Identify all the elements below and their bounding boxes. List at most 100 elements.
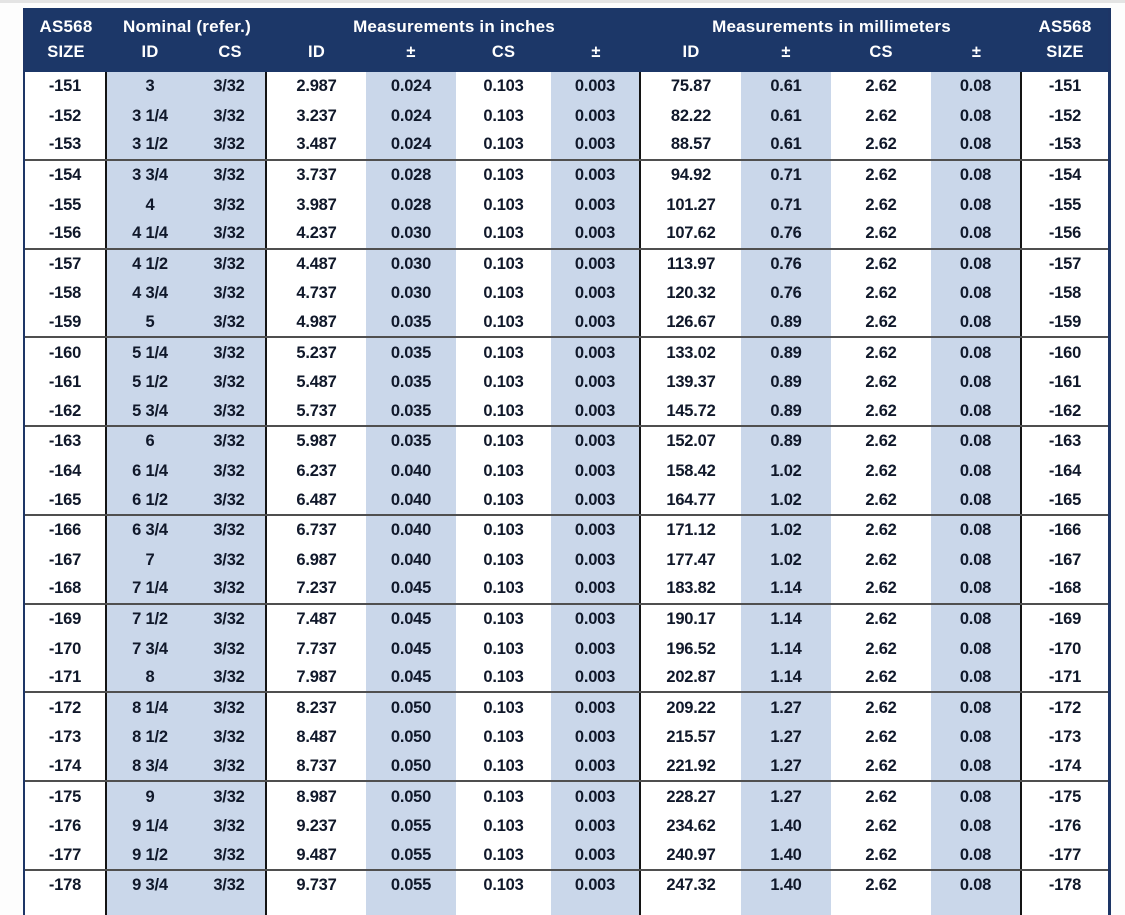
table-row: -173 8 1/2 3/32 8.487 0.050 0.103 0.003 215.57 1… — [25, 723, 1108, 753]
cell-as568-size: -160 — [25, 338, 107, 368]
cell-inch-cs: 0.103 — [483, 756, 524, 775]
cell-mm-id: 221.92 — [666, 756, 716, 775]
cell-empty — [641, 901, 741, 915]
cell-inch-cs: 0.103 — [483, 817, 524, 836]
cell-empty — [931, 900, 1022, 915]
cell-mm-id: 202.87 — [666, 668, 716, 687]
cell-nominal-id: 5 1/2 — [107, 367, 193, 398]
cell-mm-id-tol: 1.14 — [741, 575, 831, 603]
cell-inch-id: 6.987 — [296, 550, 337, 569]
table-row: -161 5 1/2 3/32 5.487 0.035 0.103 0.003 139.37 0… — [25, 367, 1108, 398]
cell-mm-cs-tol: 0.08 — [931, 545, 1022, 576]
cell-as568-size-right: -166 — [1048, 521, 1082, 540]
cell-inch-id: 9.487 — [296, 845, 337, 864]
cell-inch-cs: 0.103 — [483, 876, 524, 895]
cell-inch-id-tol: 0.040 — [366, 545, 456, 576]
cell-as568-size-right: -165 — [1048, 490, 1082, 509]
cell-mm-id-tol: 1.40 — [741, 811, 831, 842]
table-row: -158 4 3/4 3/32 4.737 0.030 0.103 0.003 120.32 0… — [25, 279, 1108, 309]
cell-as568-size-right: -161 — [1048, 373, 1082, 392]
cell-mm-id-tol: 1.14 — [741, 663, 831, 692]
cell-nominal-id: 8 3/4 — [107, 752, 193, 781]
cell-mm-id-tol: 1.40 — [741, 871, 831, 901]
table-row: -170 7 3/4 3/32 7.737 0.045 0.103 0.003 196.52 1… — [25, 634, 1108, 664]
cell-as568-size: -178 — [25, 871, 107, 901]
table-row: -166 6 3/4 3/32 6.737 0.040 0.103 0.003 171.12 1… — [25, 515, 1108, 546]
cell-inch-cs-tol: 0.003 — [551, 279, 641, 309]
cell-nominal-id: 4 — [107, 190, 193, 220]
cell-inch-id-tol: 0.050 — [366, 782, 456, 812]
cell-inch-cs-tol: 0.003 — [551, 308, 641, 337]
cell-inch-cs-tol: 0.003 — [551, 693, 641, 724]
cell-mm-cs-tol: 0.08 — [931, 338, 1022, 368]
header-group-label: Nominal (refer.) — [123, 17, 251, 36]
cell-inch-id: 8.487 — [296, 728, 337, 747]
cell-mm-id-tol: 1.27 — [741, 752, 831, 781]
oring-size-table: AS568 Nominal (refer.) Measurements in inc… — [23, 8, 1111, 915]
table-row: -160 5 1/4 3/32 5.237 0.035 0.103 0.003 133.02 0… — [25, 338, 1108, 368]
header-group-label: Measurements in millimeters — [712, 17, 951, 36]
cell-mm-id-tol: 0.61 — [741, 131, 831, 159]
header-column-row: SIZE ID CS ID ± CS ± ID ± CS ± SIZE — [25, 40, 1108, 65]
cell-inch-cs-tol: 0.003 — [551, 249, 641, 280]
table-row: -171 8 3/32 7.987 0.045 0.103 0.003 202.87 1.14 2… — [25, 663, 1108, 694]
cell-mm-id-tol: 1.27 — [741, 782, 831, 812]
cell-inch-id-tol: 0.055 — [366, 811, 456, 842]
cell-mm-cs: 2.62 — [865, 77, 897, 96]
cell-mm-id-tol: 0.89 — [741, 367, 831, 398]
cell-inch-cs: 0.103 — [483, 639, 524, 658]
cell-as568-size: -177 — [25, 841, 107, 870]
cell-inch-cs-tol: 0.003 — [551, 486, 641, 514]
cell-inch-cs-tol: 0.003 — [551, 811, 641, 842]
cell-mm-cs: 2.62 — [865, 728, 897, 747]
cell-nominal-cs: 3/32 — [193, 604, 267, 635]
cell-nominal-id: 9 3/4 — [107, 871, 193, 901]
cell-mm-id: 75.87 — [670, 77, 712, 96]
cell-inch-cs-tol: 0.003 — [551, 397, 641, 426]
cell-inch-id: 4.737 — [296, 284, 337, 303]
cell-inch-id-tol: 0.040 — [366, 456, 456, 487]
cell-as568-size: -170 — [25, 634, 107, 664]
cell-as568-size-right: -174 — [1048, 756, 1082, 775]
cell-mm-id-tol: 1.40 — [741, 841, 831, 870]
cell-nominal-cs: 3/32 — [193, 811, 267, 842]
cell-inch-id-tol: 0.045 — [366, 604, 456, 635]
cell-inch-cs-tol: 0.003 — [551, 752, 641, 781]
cell-mm-id-tol: 0.89 — [741, 397, 831, 426]
cell-mm-id: 164.77 — [666, 490, 716, 509]
header-column-as568-size-right: SIZE — [1046, 43, 1084, 61]
cell-as568-size: -172 — [25, 693, 107, 724]
cell-mm-cs-tol: 0.08 — [931, 101, 1022, 132]
cell-mm-id-tol: 0.71 — [741, 190, 831, 220]
cell-nominal-cs: 3/32 — [193, 160, 267, 191]
cell-mm-cs-tol: 0.08 — [931, 693, 1022, 724]
cell-nominal-id: 7 3/4 — [107, 634, 193, 664]
cell-mm-id-tol: 1.02 — [741, 515, 831, 546]
cell-as568-size: -174 — [25, 752, 107, 781]
cell-mm-id-tol: 0.89 — [741, 427, 831, 457]
cell-inch-id: 7.237 — [296, 579, 337, 598]
cell-inch-id: 9.237 — [296, 817, 337, 836]
cell-nominal-cs: 3/32 — [193, 367, 267, 398]
cell-as568-size-right: -178 — [1048, 876, 1082, 895]
cell-inch-cs: 0.103 — [483, 432, 524, 451]
cell-as568-size-right: -154 — [1048, 166, 1082, 185]
cell-inch-id-tol: 0.035 — [366, 308, 456, 337]
table-row: -156 4 1/4 3/32 4.237 0.030 0.103 0.003 107.62 0… — [25, 219, 1108, 250]
cell-inch-cs-tol: 0.003 — [551, 723, 641, 753]
cell-mm-id-tol: 1.02 — [741, 456, 831, 487]
cell-as568-size: -153 — [25, 131, 107, 159]
cell-mm-id-tol: 1.14 — [741, 634, 831, 664]
cell-inch-cs-tol: 0.003 — [551, 545, 641, 576]
cell-mm-id: 113.97 — [666, 254, 716, 273]
cell-inch-cs: 0.103 — [483, 462, 524, 481]
cell-inch-id-tol: 0.055 — [366, 841, 456, 870]
cell-as568-size-right: -177 — [1048, 845, 1082, 864]
cell-mm-cs: 2.62 — [865, 401, 897, 420]
cell-nominal-id: 4 3/4 — [107, 279, 193, 309]
cell-mm-cs-tol: 0.08 — [931, 871, 1022, 901]
header-column-as568-size: SIZE — [47, 43, 85, 61]
cell-mm-cs-tol: 0.08 — [931, 515, 1022, 546]
cell-inch-cs: 0.103 — [483, 579, 524, 598]
cell-inch-id: 5.987 — [296, 432, 337, 451]
